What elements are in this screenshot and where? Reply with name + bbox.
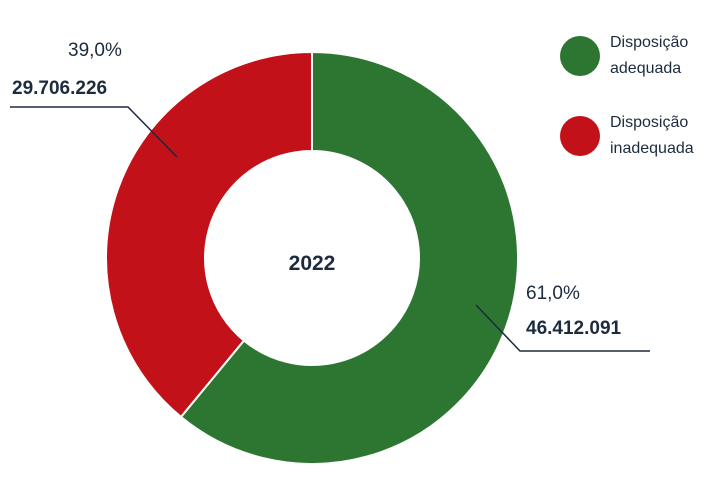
legend-item-adequada: Disposição adequada <box>560 30 726 82</box>
legend-item-inadequada: Disposição inadequada <box>560 110 726 162</box>
legend-swatch-inadequada <box>560 116 600 156</box>
legend-swatch-adequada <box>560 36 600 76</box>
leader-line-inadequada <box>10 106 178 158</box>
slice-adequada <box>179 50 519 465</box>
data-label-percent-adequada: 61,0% <box>526 283 580 304</box>
legend: Disposição adequada Disposição inadequad… <box>560 30 726 190</box>
data-label-percent-inadequada: 39,0% <box>68 40 122 61</box>
leader-line-adequada <box>475 304 650 352</box>
data-label-value-adequada: 46.412.091 <box>526 318 622 339</box>
slice-inadequada <box>105 50 313 419</box>
legend-label-inadequada: Disposição inadequada <box>610 114 694 157</box>
leader-lines <box>10 106 650 352</box>
center-year-label: 2022 <box>289 252 336 275</box>
legend-label-adequada: Disposição adequada <box>610 34 689 77</box>
donut-slices <box>105 50 519 465</box>
data-label-value-inadequada: 29.706.226 <box>12 78 107 99</box>
